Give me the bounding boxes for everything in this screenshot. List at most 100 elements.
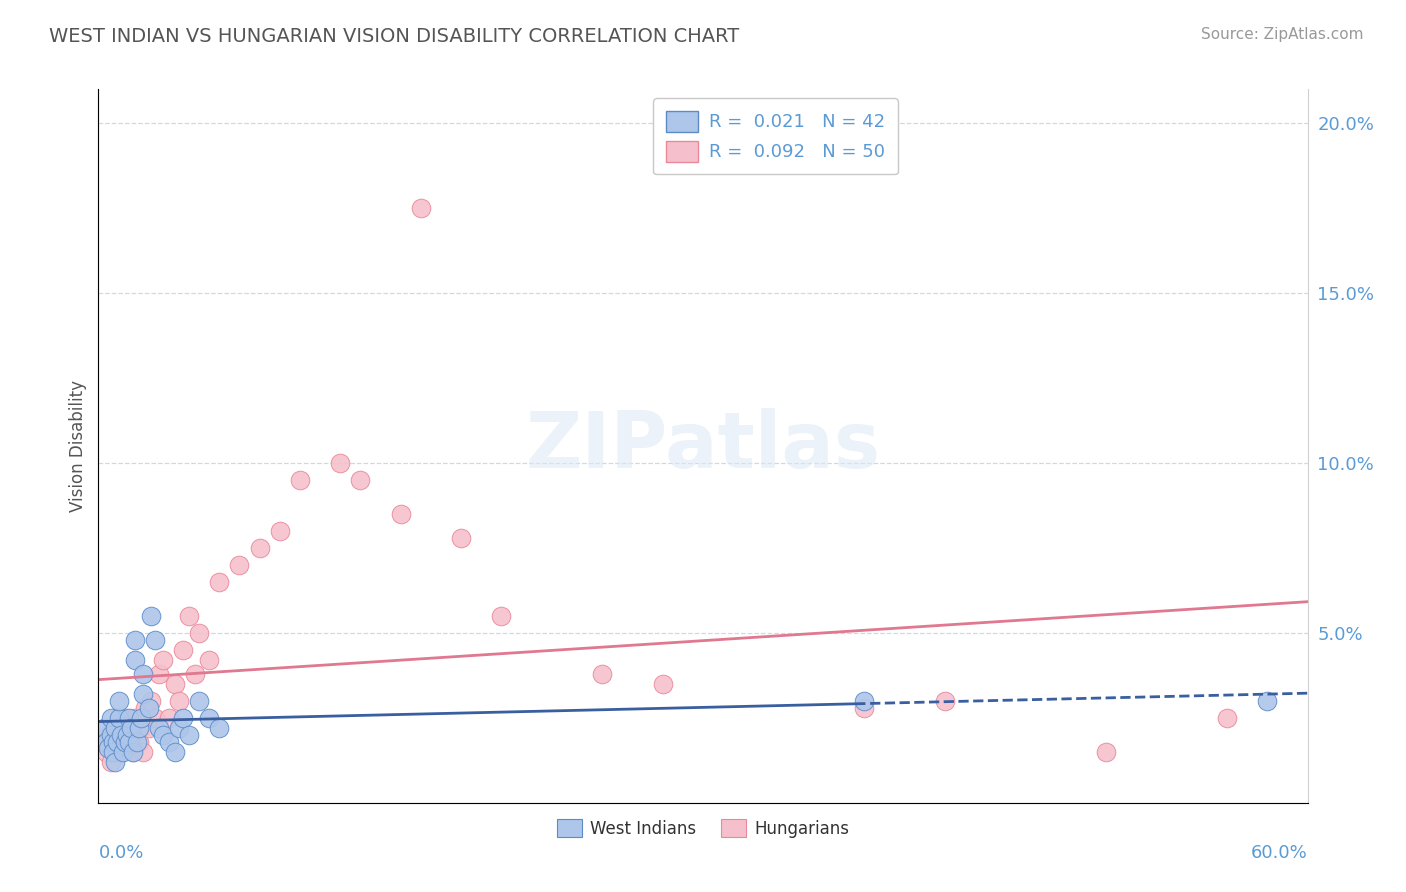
Text: 60.0%: 60.0% [1251,844,1308,862]
Point [93,734,115,748]
Point [115,734,138,748]
Point [100,728,122,742]
Y-axis label: Vision Disability: Vision Disability [69,380,87,512]
Point [125,734,148,748]
Point [111,728,134,742]
Point [121,745,143,759]
Point [208,721,231,735]
Point [853,694,876,708]
Point [121,745,143,759]
Point [96,734,118,748]
Point [128,721,150,735]
Point [198,653,221,667]
Point [188,626,211,640]
Point [172,643,194,657]
Point [179,728,201,742]
Point [105,734,128,748]
Point [148,666,170,681]
Point [349,473,371,487]
Point [120,721,142,735]
Point [114,711,136,725]
Point [157,734,180,748]
Point [1216,711,1239,725]
Point [163,745,186,759]
Point [651,677,673,691]
Point [103,728,125,742]
Point [167,694,190,708]
Point [118,711,141,725]
Point [129,721,152,735]
Point [389,507,412,521]
Point [103,745,125,759]
Point [249,541,271,555]
Text: ZIPatlas: ZIPatlas [526,408,880,484]
Point [591,666,613,681]
Point [143,711,166,725]
Point [101,734,124,748]
Point [853,700,876,714]
Point [107,694,129,708]
Point [114,734,136,748]
Point [184,666,207,681]
Point [163,677,186,691]
Point [134,700,156,714]
Point [97,741,120,756]
Point [115,728,138,742]
Text: Source: ZipAtlas.com: Source: ZipAtlas.com [1201,27,1364,42]
Point [157,711,180,725]
Point [118,734,141,748]
Point [107,711,129,725]
Point [101,745,124,759]
Point [103,721,125,735]
Point [128,734,150,748]
Point [110,745,132,759]
Point [152,728,174,742]
Point [143,632,166,647]
Point [124,711,146,725]
Point [208,574,231,589]
Point [450,531,472,545]
Point [288,473,311,487]
Point [228,558,250,572]
Point [167,721,190,735]
Point [97,728,120,742]
Point [96,745,118,759]
Point [111,745,134,759]
Point [124,632,146,647]
Point [198,711,221,725]
Point [138,700,160,714]
Point [179,608,201,623]
Point [269,524,291,538]
Point [120,734,142,748]
Point [148,721,170,735]
Point [1256,694,1278,708]
Point [132,666,155,681]
Point [1095,745,1118,759]
Point [105,721,128,735]
Point [138,721,160,735]
Point [491,608,513,623]
Point [100,711,122,725]
Point [152,653,174,667]
Point [172,711,194,725]
Point [107,734,129,748]
Point [934,694,956,708]
Point [124,653,146,667]
Point [132,687,155,701]
Point [103,755,125,769]
Point [409,201,432,215]
Point [139,608,162,623]
Point [129,711,152,725]
Point [139,694,162,708]
Legend: West Indians, Hungarians: West Indians, Hungarians [550,813,856,845]
Point [110,728,132,742]
Point [132,745,155,759]
Point [100,755,122,769]
Point [93,721,115,735]
Text: WEST INDIAN VS HUNGARIAN VISION DISABILITY CORRELATION CHART: WEST INDIAN VS HUNGARIAN VISION DISABILI… [49,27,740,45]
Point [101,734,124,748]
Point [188,694,211,708]
Text: 0.0%: 0.0% [98,844,143,862]
Point [329,456,352,470]
Point [118,721,141,735]
